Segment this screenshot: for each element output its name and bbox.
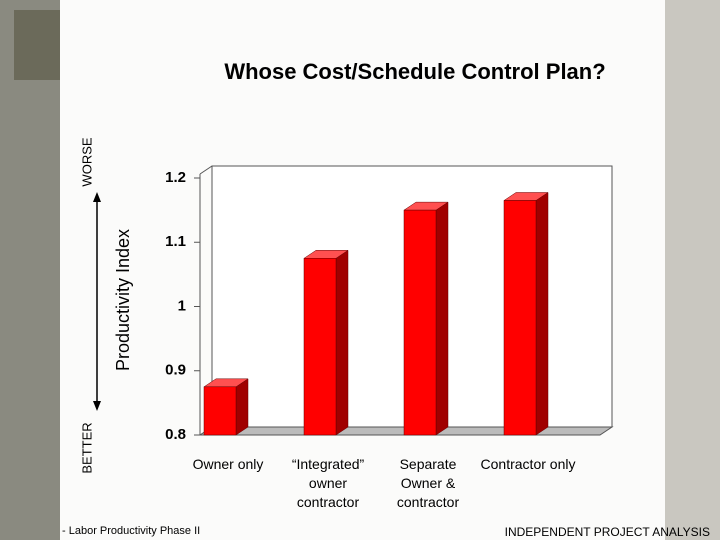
bar	[403, 209, 437, 436]
x-tick-label: Owner only	[192, 456, 264, 472]
y-tick-label: 1.2	[165, 169, 186, 186]
footer: INDEPENDENT PROJECT ANALYSIS	[505, 525, 710, 539]
x-tick-label: Contractor only	[480, 456, 576, 472]
y-axis-label: Productivity Index	[113, 229, 133, 371]
footnote: - Labor Productivity Phase II	[62, 525, 200, 537]
arrow-head	[93, 401, 101, 411]
y-tick-label: 1.1	[165, 233, 186, 250]
bar	[203, 386, 237, 436]
bar-side	[435, 201, 449, 436]
arrow-head	[93, 192, 101, 202]
bar	[503, 200, 537, 436]
bar-side	[535, 192, 549, 436]
x-tick-label: Separate Owner & contractor	[396, 456, 460, 510]
chart-title: Whose Cost/Schedule Control Plan?	[224, 59, 605, 84]
bar-side	[235, 378, 249, 436]
photo-strip	[665, 0, 720, 540]
y-axis-depth	[199, 165, 213, 175]
annotation: WORSE	[79, 137, 94, 186]
annotation: BETTER	[79, 422, 94, 473]
bar	[303, 258, 337, 436]
y-tick-label: 1	[178, 297, 186, 314]
bar-side	[335, 249, 349, 436]
y-tick-label: 0.8	[165, 426, 186, 443]
y-tick-label: 0.9	[165, 362, 186, 379]
photo-strip	[0, 0, 60, 540]
x-tick-label: “Integrated” owner contractor	[291, 456, 365, 510]
